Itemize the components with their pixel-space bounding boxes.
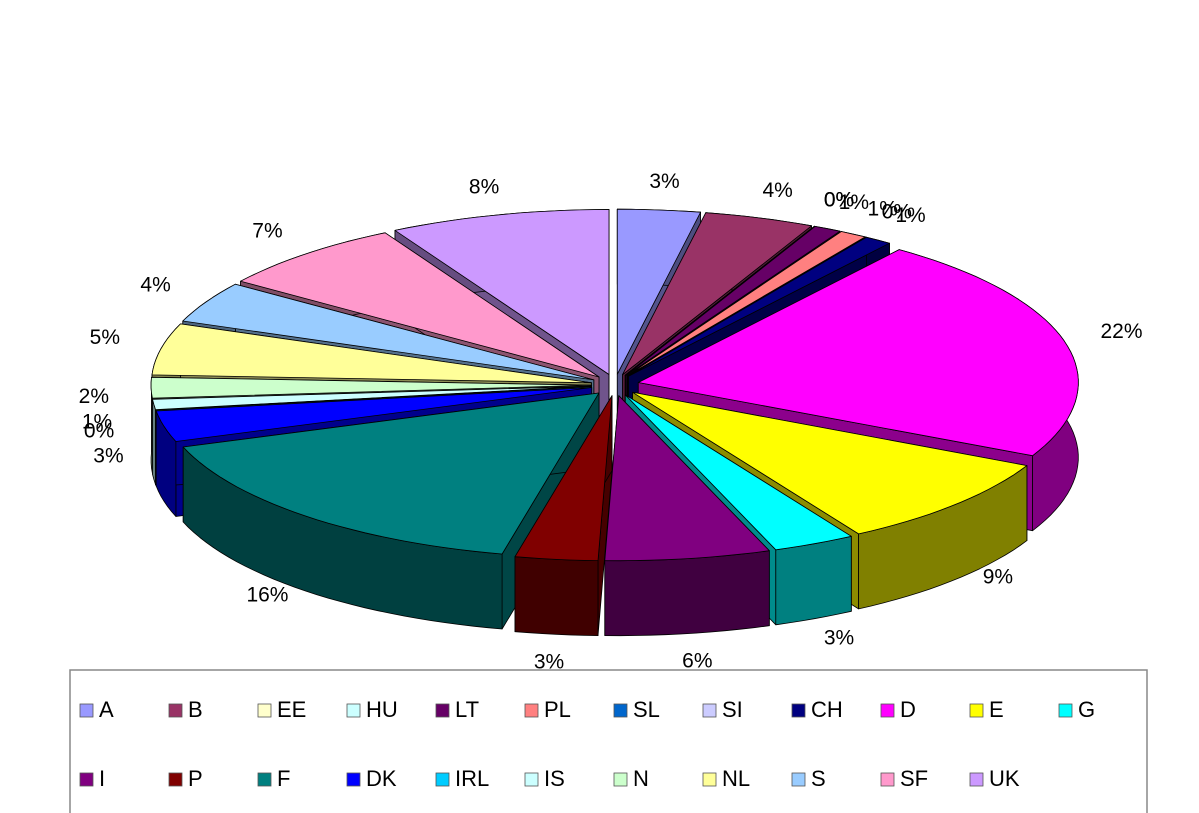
legend-swatch: [168, 703, 183, 718]
slice-top: [150, 376, 592, 399]
legend-swatch: [524, 772, 539, 787]
data-label: 8%: [469, 176, 499, 199]
legend-label: PL: [544, 697, 571, 722]
legend-swatch: [969, 772, 984, 787]
legend-label: N: [633, 766, 649, 791]
slice-top: [637, 249, 1079, 457]
slice-top: [155, 387, 593, 442]
slice-top: [182, 283, 595, 381]
legend: A B EE HU LT PL SL SI CH D E G I P F DK IRL IS N NL S SF UK: [69, 669, 1148, 813]
legend-label: IRL: [455, 766, 489, 791]
legend-label: HU: [366, 697, 398, 722]
slice-top: [604, 395, 770, 562]
data-label: 0%: [824, 188, 854, 211]
legend-swatch: [346, 703, 361, 718]
data-label: 3%: [93, 445, 123, 468]
slice-top: [155, 386, 592, 411]
legend-label: UK: [989, 766, 1020, 791]
legend-swatch: [791, 703, 806, 718]
legend-label: G: [1078, 697, 1095, 722]
legend-label: SF: [900, 766, 928, 791]
slice-top: [616, 208, 701, 375]
legend-swatch: [613, 772, 628, 787]
legend-box: [69, 669, 1148, 813]
data-label: 3%: [534, 651, 564, 674]
slice-top: [627, 236, 867, 377]
legend-swatch: [524, 703, 539, 718]
legend-swatch: [1058, 703, 1073, 718]
slice-top: [632, 391, 1028, 535]
slice-top: [628, 236, 890, 377]
legend-swatch: [168, 772, 183, 787]
data-label: 22%: [1100, 320, 1142, 343]
slice: [604, 395, 770, 637]
legend-swatch: [702, 772, 717, 787]
legend-swatch: [257, 703, 272, 718]
data-label: 5%: [90, 326, 120, 349]
legend-swatch: [346, 772, 361, 787]
slice-top: [182, 392, 600, 555]
legend-label: CH: [811, 697, 843, 722]
data-label: 4%: [762, 179, 792, 202]
legend-label: LT: [455, 697, 479, 722]
data-label: 6%: [682, 649, 712, 672]
slice-top: [394, 209, 610, 375]
slice-top: [240, 232, 600, 378]
slice-top: [624, 225, 815, 376]
slice-top: [624, 394, 852, 551]
legend-swatch: [702, 703, 717, 718]
data-label: 1%: [895, 204, 925, 227]
data-label: 16%: [246, 583, 288, 606]
data-labels: 3% 4% 0%0%1%1%0%1%22%9%3%6%3%16%3%0%1%2%5%…: [79, 170, 1143, 673]
legend-swatch: [969, 703, 984, 718]
pie: [150, 208, 1079, 637]
legend-label: A: [99, 697, 114, 722]
slice-top: [626, 231, 866, 377]
data-label: 3%: [649, 170, 679, 193]
legend-label: P: [188, 766, 203, 791]
data-label: 7%: [252, 220, 282, 243]
legend-swatch: [880, 772, 895, 787]
slice-top: [622, 212, 812, 376]
data-label: 1%: [868, 197, 898, 220]
legend-label: DK: [366, 766, 397, 791]
legend-swatch: [79, 772, 94, 787]
legend-label: E: [989, 697, 1004, 722]
slice-wall: [604, 550, 770, 637]
legend-label: NL: [722, 766, 750, 791]
slice: [514, 395, 613, 636]
data-label: 1%: [82, 411, 112, 434]
legend-swatch: [880, 703, 895, 718]
legend-label: S: [811, 766, 826, 791]
data-label: 1%: [839, 191, 869, 214]
data-label: 9%: [983, 565, 1013, 588]
legend-label: SI: [722, 697, 743, 722]
legend-swatch: [791, 772, 806, 787]
slice-top: [151, 323, 592, 384]
legend-label: I: [99, 766, 105, 791]
data-label: 4%: [140, 273, 170, 296]
legend-swatch: [257, 772, 272, 787]
slice-wall: [775, 535, 852, 626]
data-label: 0%: [824, 188, 854, 211]
data-label: 0%: [882, 201, 912, 224]
data-label: 2%: [79, 385, 109, 408]
legend-label: D: [900, 697, 916, 722]
data-label: 0%: [84, 419, 114, 442]
slice-wall: [152, 398, 156, 486]
legend-label: EE: [277, 697, 306, 722]
legend-swatch: [613, 703, 628, 718]
data-label: 3%: [824, 626, 854, 649]
legend-swatch: [79, 703, 94, 718]
slice-wall: [514, 556, 599, 636]
slice-top: [514, 395, 613, 561]
slice-top: [625, 226, 841, 376]
legend-swatch: [435, 703, 450, 718]
legend-label: IS: [544, 766, 565, 791]
legend-swatch: [435, 772, 450, 787]
legend-label: SL: [633, 697, 660, 722]
legend-label: F: [277, 766, 290, 791]
legend-label: B: [188, 697, 203, 722]
